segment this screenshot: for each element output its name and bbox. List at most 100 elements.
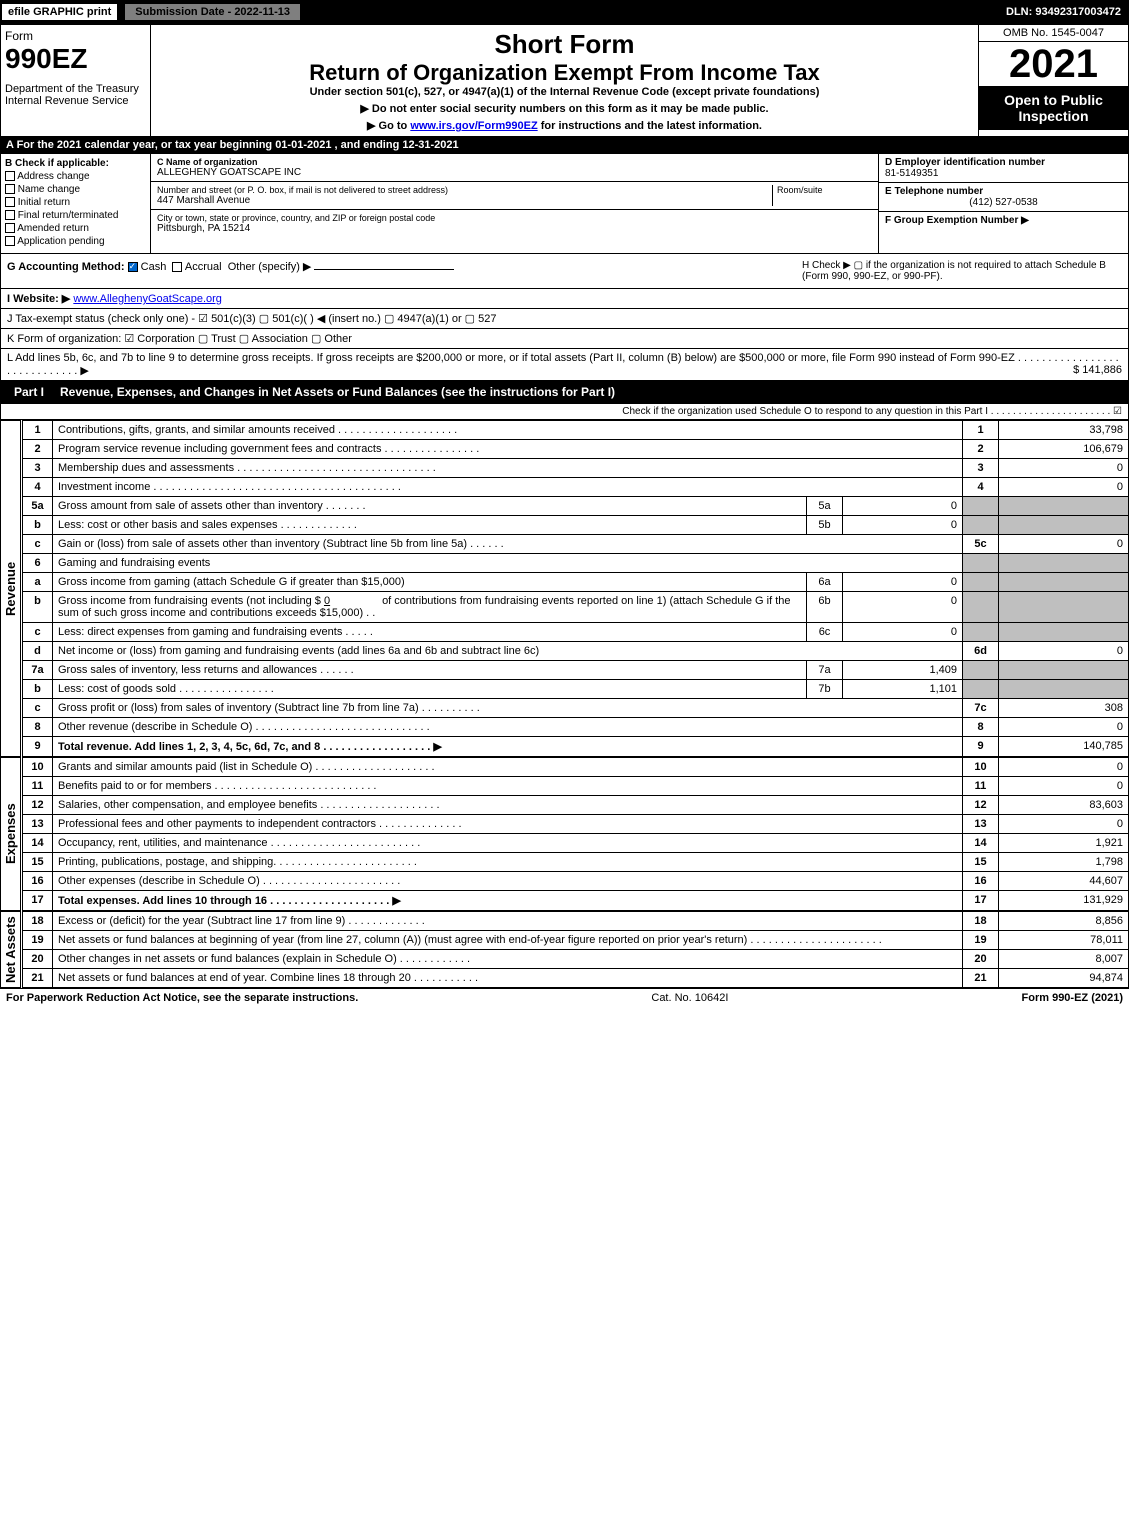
city-row: City or town, state or province, country… [151,210,878,237]
line-5b: bLess: cost or other basis and sales exp… [23,516,1129,535]
website-link[interactable]: www.AlleghenyGoatScape.org [73,293,222,305]
checkbox-icon [5,171,15,181]
checkbox-icon [5,236,15,246]
telephone-label: E Telephone number [885,186,1122,197]
line-6b: bGross income from fundraising events (n… [23,592,1129,623]
page-footer: For Paperwork Reduction Act Notice, see … [0,988,1129,1007]
row-j-tax-exempt: J Tax-exempt status (check only one) - ☑… [0,309,1129,329]
line-18: 18Excess or (deficit) for the year (Subt… [23,912,1129,931]
chk-application-pending[interactable]: Application pending [5,236,146,247]
header-left: Form 990EZ Department of the Treasury In… [1,25,151,136]
part-1-header: Part I Revenue, Expenses, and Changes in… [0,381,1129,403]
part-1-label: Part I [6,383,52,401]
line-15: 15Printing, publications, postage, and s… [23,853,1129,872]
tax-year: 2021 [979,42,1128,86]
chk-amended-return[interactable]: Amended return [5,223,146,234]
ein-value: 81-5149351 [885,168,1122,179]
line-1: 1Contributions, gifts, grants, and simil… [23,421,1129,440]
part-1-check-o: Check if the organization used Schedule … [0,403,1129,420]
line-6a: aGross income from gaming (attach Schedu… [23,573,1129,592]
line-6d: dNet income or (loss) from gaming and fu… [23,642,1129,661]
chk-initial-return[interactable]: Initial return [5,197,146,208]
part-1-title: Revenue, Expenses, and Changes in Net As… [60,385,615,399]
telephone-value: (412) 527-0538 [885,197,1122,208]
checkbox-icon [172,262,182,272]
goto-link[interactable]: www.irs.gov/Form990EZ [410,120,537,132]
topbar: efile GRAPHIC print Submission Date - 20… [0,0,1129,24]
form-number: 990EZ [5,43,146,75]
section-f: F Group Exemption Number ▶ [879,212,1128,229]
line-21: 21Net assets or fund balances at end of … [23,969,1129,988]
checkbox-checked-icon [128,262,138,272]
chk-address-change[interactable]: Address change [5,171,146,182]
line-6: 6Gaming and fundraising events [23,554,1129,573]
row-g: G Accounting Method: Cash Accrual Other … [7,260,802,282]
accounting-method-label: G Accounting Method: [7,261,125,273]
omb-number: OMB No. 1545-0047 [979,25,1128,42]
chk-name-change[interactable]: Name change [5,184,146,195]
goto-suffix: for instructions and the latest informat… [538,120,762,132]
line-17: 17Total expenses. Add lines 10 through 1… [23,891,1129,911]
expenses-table: 10Grants and similar amounts paid (list … [22,757,1129,911]
row-a-text: A For the 2021 calendar year, or tax yea… [6,139,459,151]
expenses-group: Expenses 10Grants and similar amounts pa… [0,757,1129,911]
irs-label: Internal Revenue Service [5,95,146,107]
line-16: 16Other expenses (describe in Schedule O… [23,872,1129,891]
form-header: Form 990EZ Department of the Treasury In… [0,24,1129,137]
net-assets-sidelabel: Net Assets [0,911,21,988]
header-center: Short Form Return of Organization Exempt… [151,25,978,136]
line-6c: cLess: direct expenses from gaming and f… [23,623,1129,642]
line-8: 8Other revenue (describe in Schedule O) … [23,718,1129,737]
footer-catno: Cat. No. 10642I [358,992,1021,1004]
street-value: 447 Marshall Avenue [157,195,772,206]
row-l-amount: $ 141,886 [1073,364,1122,376]
row-a-tax-year: A For the 2021 calendar year, or tax yea… [0,137,1129,153]
line-3: 3Membership dues and assessments . . . .… [23,459,1129,478]
open-to-public: Open to Public Inspection [979,86,1128,130]
expenses-sidelabel: Expenses [0,757,21,911]
line-14: 14Occupancy, rent, utilities, and mainte… [23,834,1129,853]
chk-final-return[interactable]: Final return/terminated [5,210,146,221]
section-def: D Employer identification number 81-5149… [878,154,1128,253]
under-section: Under section 501(c), 527, or 4947(a)(1)… [159,86,970,98]
checkbox-icon [5,197,15,207]
goto-prefix: ▶ Go to [367,120,410,132]
group-exemption-label: F Group Exemption Number ▶ [885,215,1029,226]
form-word: Form [5,29,146,43]
city-label: City or town, state or province, country… [157,213,872,223]
do-not-enter: ▶ Do not enter social security numbers o… [159,102,970,115]
row-h: H Check ▶ ▢ if the organization is not r… [802,260,1122,282]
dept-treasury: Department of the Treasury [5,83,146,95]
footer-left: For Paperwork Reduction Act Notice, see … [6,992,358,1004]
short-form-title: Short Form [159,29,970,60]
line-5c: cGain or (loss) from sale of assets othe… [23,535,1129,554]
goto-line: ▶ Go to www.irs.gov/Form990EZ for instru… [159,119,970,132]
section-b: B Check if applicable: Address change Na… [1,154,151,253]
line-10: 10Grants and similar amounts paid (list … [23,758,1129,777]
line-7c: cGross profit or (loss) from sales of in… [23,699,1129,718]
city-value: Pittsburgh, PA 15214 [157,223,872,234]
line-11: 11Benefits paid to or for members . . . … [23,777,1129,796]
dln: DLN: 93492317003472 [1006,6,1129,18]
section-d: D Employer identification number 81-5149… [879,154,1128,183]
line-12: 12Salaries, other compensation, and empl… [23,796,1129,815]
row-g-h: G Accounting Method: Cash Accrual Other … [0,254,1129,289]
row-i-website: I Website: ▶ www.AlleghenyGoatScape.org [0,289,1129,309]
row-l-text: L Add lines 5b, 6c, and 7b to line 9 to … [7,352,1119,377]
revenue-sidelabel: Revenue [0,420,21,757]
row-k-form-of-org: K Form of organization: ☑ Corporation ▢ … [0,329,1129,349]
net-assets-group: Net Assets 18Excess or (deficit) for the… [0,911,1129,988]
line-19: 19Net assets or fund balances at beginni… [23,931,1129,950]
section-b-label: B Check if applicable: [5,158,146,169]
org-name-row: C Name of organization ALLEGHENY GOATSCA… [151,154,878,182]
room-suite-label: Room/suite [772,185,872,206]
checkbox-icon [5,184,15,194]
revenue-group: Revenue 1Contributions, gifts, grants, a… [0,420,1129,757]
row-l-gross-receipts: L Add lines 5b, 6c, and 7b to line 9 to … [0,349,1129,381]
street-row: Number and street (or P. O. box, if mail… [151,182,878,210]
footer-formno: Form 990-EZ (2021) [1022,992,1123,1004]
checkbox-icon [5,223,15,233]
street-label: Number and street (or P. O. box, if mail… [157,185,772,195]
submission-date: Submission Date - 2022-11-13 [123,2,302,22]
line-5a: 5aGross amount from sale of assets other… [23,497,1129,516]
